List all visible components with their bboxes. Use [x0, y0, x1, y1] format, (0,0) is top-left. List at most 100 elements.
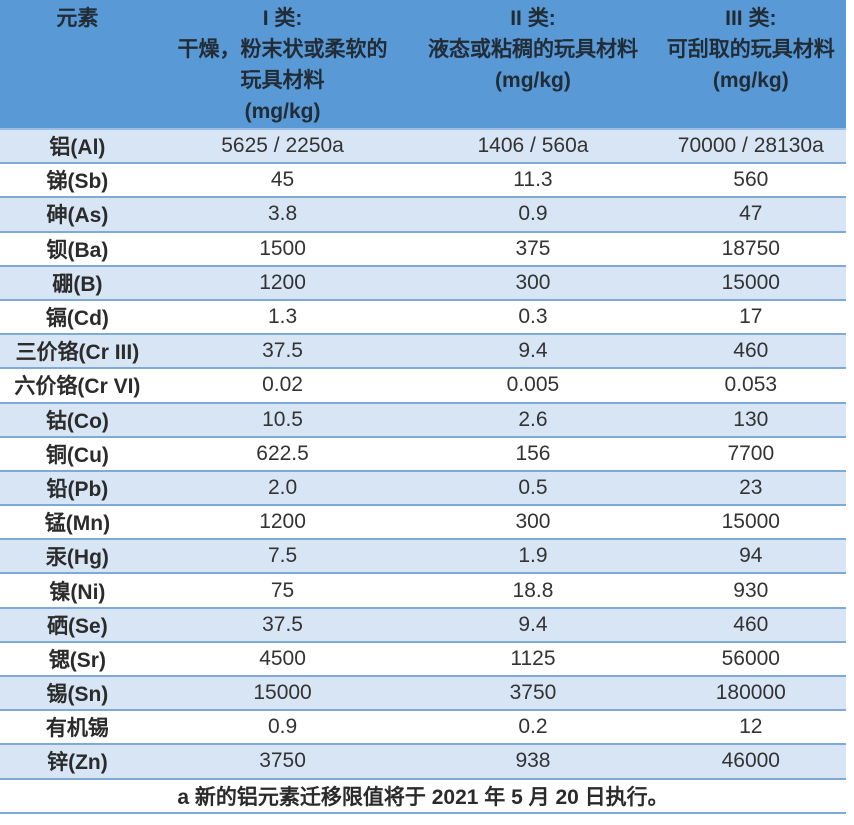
element-cell: 镍(Ni)	[49, 580, 106, 604]
table-row: 铝(Al) 5625 / 2250a 1406 / 560a 70000 / 2…	[0, 130, 846, 165]
table-body: 铝(Al) 5625 / 2250a 1406 / 560a 70000 / 2…	[0, 130, 846, 780]
class-ii-value-cell: 938	[515, 749, 551, 773]
header-class-ii-unit: (mg/kg)	[495, 69, 571, 92]
table-row: 镉(Cd) 1.3 0.3 17	[0, 300, 846, 336]
table-row: 硒(Se) 37.5 9.4 460	[0, 608, 846, 643]
element-cell: 铅(Pb)	[46, 477, 109, 501]
table-row: 铜(Cu) 622.5 156 7700	[0, 437, 846, 472]
class-iii-value-cell: 56000	[721, 646, 780, 670]
table-row: 锑(Sb) 45 11.3 560	[0, 164, 846, 199]
table-row: 硼(B) 1200 300 15000	[0, 266, 846, 301]
header-element-column: 元素	[0, 3, 155, 128]
header-class-iii-title: III 类:	[725, 7, 777, 30]
class-ii-value-cell: 0.005	[506, 373, 560, 397]
class-ii-value-cell: 1.9	[518, 544, 548, 568]
class-iii-value-cell: 17	[739, 305, 763, 329]
table-row: 钴(Co) 10.5 2.6 130	[0, 403, 846, 438]
class-ii-value-cell: 9.4	[518, 339, 548, 363]
header-class-ii-column: II 类: 液态或粘稠的玩具材料 (mg/kg)	[410, 3, 655, 128]
class-ii-value-cell: 0.2	[518, 715, 548, 739]
table-row: 锶(Sr) 4500 1125 56000	[0, 642, 846, 677]
class-iii-value-cell: 460	[733, 612, 769, 636]
class-ii-value-cell: 300	[515, 510, 551, 534]
class-i-value-cell: 15000	[253, 681, 312, 705]
header-class-i-unit: (mg/kg)	[244, 100, 321, 123]
class-i-value-cell: 3.8	[267, 202, 298, 226]
class-ii-value-cell: 0.5	[518, 475, 548, 499]
class-iii-value-cell: 18750	[721, 236, 780, 260]
class-ii-value-cell: 3750	[509, 681, 557, 705]
class-iii-value-cell: 12	[739, 715, 763, 739]
class-i-value-cell: 5625 / 2250a	[221, 134, 344, 158]
element-migration-limits-table: 元素 I 类: 干燥，粉末状或柔软的 玩具材料 (mg/kg) II 类: 液态…	[0, 0, 846, 814]
class-i-value-cell: 0.9	[267, 715, 298, 739]
class-iii-value-cell: 47	[739, 202, 763, 226]
table-row: 六价铬(Cr VI) 0.02 0.005 0.053	[0, 369, 846, 404]
class-ii-value-cell: 0.9	[518, 202, 548, 226]
class-ii-value-cell: 1406 / 560a	[477, 134, 589, 158]
header-class-iii-desc: 可刮取的玩具材料	[666, 38, 835, 61]
class-iii-value-cell: 70000 / 28130a	[677, 134, 824, 158]
header-class-ii-desc: 液态或粘稠的玩具材料	[427, 38, 638, 61]
class-iii-value-cell: 15000	[721, 270, 780, 294]
class-iii-value-cell: 46000	[721, 749, 780, 773]
element-cell: 锌(Zn)	[47, 751, 108, 775]
header-class-ii-title: II 类:	[510, 7, 556, 30]
class-iii-value-cell: 460	[733, 339, 769, 363]
header-class-iii-unit: (mg/kg)	[712, 69, 789, 92]
class-i-value-cell: 3750	[259, 749, 306, 773]
table-row: 镍(Ni) 75 18.8 930	[0, 574, 846, 609]
header-class-i-column: I 类: 干燥，粉末状或柔软的 玩具材料 (mg/kg)	[155, 3, 410, 128]
class-i-value-cell: 622.5	[256, 441, 309, 465]
header-class-i-desc: 干燥，粉末状或柔软的	[177, 38, 388, 61]
class-ii-value-cell: 18.8	[512, 578, 554, 602]
footnote-text: a 新的铝元素迁移限值将于 2021 年 5 月 20 日执行。	[177, 785, 669, 809]
class-ii-value-cell: 9.4	[518, 612, 548, 636]
class-iii-value-cell: 7700	[727, 441, 775, 465]
class-i-value-cell: 1200	[259, 510, 306, 534]
element-cell: 铜(Cu)	[45, 443, 109, 467]
class-i-value-cell: 37.5	[262, 612, 303, 636]
class-iii-value-cell: 560	[733, 168, 769, 192]
element-cell: 镉(Cd)	[45, 307, 109, 331]
class-i-value-cell: 7.5	[267, 544, 298, 568]
class-iii-value-cell: 94	[739, 544, 763, 568]
class-iii-value-cell: 15000	[721, 510, 780, 534]
element-cell: 锡(Sn)	[46, 683, 109, 707]
element-cell: 硼(B)	[52, 272, 103, 296]
class-i-value-cell: 75	[270, 578, 295, 602]
class-iii-value-cell: 0.053	[724, 373, 778, 397]
element-cell: 锶(Sr)	[48, 648, 106, 672]
element-cell: 硒(Se)	[47, 614, 108, 638]
class-ii-value-cell: 0.3	[518, 305, 548, 329]
header-class-i-title: I 类:	[262, 7, 303, 30]
class-iii-value-cell: 180000	[715, 681, 786, 705]
element-cell: 有机锡	[45, 717, 109, 741]
table-row: 钡(Ba) 1500 375 18750	[0, 232, 846, 267]
header-element-label: 元素	[56, 7, 99, 30]
table-row: 有机锡 0.9 0.2 12	[0, 711, 846, 746]
class-ii-value-cell: 156	[515, 441, 551, 465]
element-cell: 六价铬(Cr VI)	[14, 375, 141, 399]
header-class-i-desc2: 玩具材料	[240, 69, 325, 92]
table-row: 锌(Zn) 3750 938 46000	[0, 745, 846, 780]
class-i-value-cell: 37.5	[262, 339, 303, 363]
table-row: 铅(Pb) 2.0 0.5 23	[0, 471, 846, 507]
class-ii-value-cell: 375	[515, 236, 551, 260]
element-cell: 三价铬(Cr III)	[15, 341, 140, 365]
class-i-value-cell: 2.0	[267, 475, 298, 499]
class-i-value-cell: 1500	[259, 236, 306, 260]
class-i-value-cell: 0.02	[262, 373, 303, 397]
table-row: 砷(As) 3.8 0.9 47	[0, 198, 846, 233]
table-row: 汞(Hg) 7.5 1.9 94	[0, 540, 846, 575]
element-cell: 锰(Mn)	[44, 512, 111, 536]
element-cell: 铝(Al)	[49, 136, 106, 160]
table-row: 锰(Mn) 1200 300 15000	[0, 506, 846, 541]
class-i-value-cell: 1.3	[267, 305, 298, 329]
table-row: 三价铬(Cr III) 37.5 9.4 460	[0, 335, 846, 370]
class-i-value-cell: 45	[270, 168, 295, 192]
class-i-value-cell: 1200	[259, 270, 306, 294]
class-iii-value-cell: 930	[733, 578, 769, 602]
table-row: 锡(Sn) 15000 3750 180000	[0, 677, 846, 712]
